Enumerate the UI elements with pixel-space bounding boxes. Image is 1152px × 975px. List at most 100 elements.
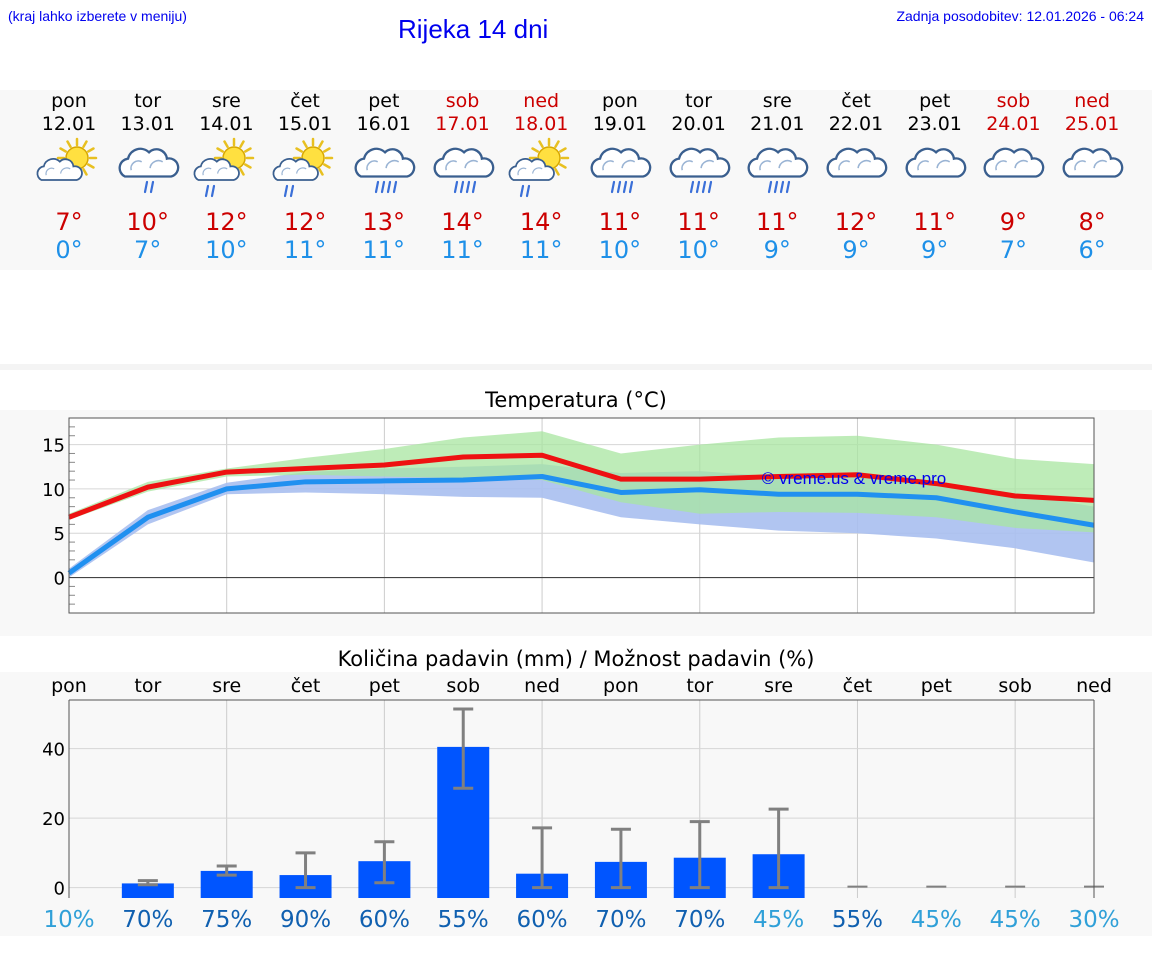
temperature-chart: 0 5 10 15 © vreme.us & vreme.pro xyxy=(0,410,1152,636)
day-date: 24.01 xyxy=(986,113,1041,135)
day-date: 22.01 xyxy=(828,113,884,135)
day-name: sob xyxy=(445,90,480,112)
x-tick-label: sob xyxy=(446,675,480,697)
x-tick-label: sob xyxy=(998,675,1032,697)
temp-min: 9° xyxy=(842,236,870,264)
x-tick-label: sre xyxy=(764,675,793,697)
day-column: pet 23.01 11° 9° xyxy=(895,90,975,264)
day-name: sre xyxy=(762,90,792,112)
day-column: sob 17.01 14° 11° xyxy=(423,90,503,264)
day-date: 16.01 xyxy=(356,113,411,135)
temp-min: 10° xyxy=(677,236,720,264)
cloud-rain-icon xyxy=(659,136,739,208)
day-name: ned xyxy=(523,90,560,112)
temp-min: 6° xyxy=(1078,236,1106,264)
day-date: 15.01 xyxy=(277,113,333,135)
temp-max: 14° xyxy=(441,208,484,236)
day-column: pon 19.01 11° 10° xyxy=(580,90,660,264)
temp-min: 11° xyxy=(441,236,484,264)
day-column: ned 25.01 8° 6° xyxy=(1052,90,1132,264)
max-temperature-line xyxy=(68,452,1095,520)
min-temperature-line xyxy=(67,474,1095,576)
day-column: ned 18.01 14° 11° xyxy=(501,90,581,264)
location-hint: (kraj lahko izberete v meniju) xyxy=(8,8,187,24)
temp-min: 9° xyxy=(921,236,949,264)
precipitation-probability: 55% xyxy=(438,907,489,933)
cloud-rain-icon xyxy=(580,136,660,208)
precipitation-probability: 90% xyxy=(280,907,331,933)
page-title: Rijeka 14 dni xyxy=(398,14,549,44)
precipitation-probability: 45% xyxy=(911,907,962,933)
watermark: © vreme.us & vreme.pro xyxy=(762,469,946,488)
day-name: tor xyxy=(134,90,162,112)
x-tick-label: čet xyxy=(843,675,873,697)
cloud-rain-icon xyxy=(737,136,817,208)
precipitation-plot-area xyxy=(69,700,1094,898)
day-column: sre 21.01 11° 9° xyxy=(737,90,817,264)
temp-max: 8° xyxy=(1078,208,1106,236)
temp-max: 13° xyxy=(362,208,406,236)
temp-min: 10° xyxy=(598,236,642,264)
day-column: čet 22.01 12° 9° xyxy=(816,90,896,264)
temp-min: 9° xyxy=(763,236,791,264)
temp-max: 12° xyxy=(283,208,327,236)
day-column: sob 24.01 9° 7° xyxy=(973,90,1053,264)
temp-max: 10° xyxy=(126,208,169,236)
max-range-band xyxy=(69,431,1094,533)
precipitation-chart: pon tor sre čet pet sob ned pon tor sre čet pet sob n… xyxy=(0,672,1152,936)
cloud-icon xyxy=(973,136,1053,208)
y-tick-label: 0 xyxy=(54,569,65,590)
day-date: 19.01 xyxy=(592,113,648,135)
temp-max: 7° xyxy=(55,208,83,236)
x-tick-label: pon xyxy=(603,675,639,697)
day-column: tor 13.01 10° 7° xyxy=(108,90,188,264)
day-name: pon xyxy=(51,90,87,112)
temp-min: 0° xyxy=(55,236,83,264)
temp-max: 11° xyxy=(756,208,799,236)
temp-min: 7° xyxy=(999,236,1028,264)
temp-max: 14° xyxy=(519,208,563,236)
precipitation-probability: 45% xyxy=(990,907,1041,933)
x-tick-label: pet xyxy=(369,675,400,697)
day-date: 18.01 xyxy=(513,113,569,135)
day-name: tor xyxy=(685,90,713,112)
day-name: pon xyxy=(602,90,638,112)
temperature-plot-frame xyxy=(68,417,1095,614)
temp-max: 9° xyxy=(999,208,1028,236)
cloud-icon xyxy=(816,136,896,208)
x-tick-label: ned xyxy=(524,675,560,697)
last-updated: Zadnja posodobitev: 12.01.2026 - 06:24 xyxy=(896,8,1144,24)
x-tick-label: pet xyxy=(921,675,952,697)
daily-forecast-panel xyxy=(0,90,1152,270)
temp-min: 11° xyxy=(519,236,563,264)
precipitation-bar xyxy=(121,883,174,898)
sun-cloud-rain-icon xyxy=(501,136,581,208)
x-tick-label: tor xyxy=(134,675,161,697)
precipitation-probability: 70% xyxy=(595,907,646,933)
day-date: 12.01 xyxy=(41,113,97,135)
x-tick-label: sre xyxy=(212,675,241,697)
day-name: ned xyxy=(1074,90,1110,112)
y-tick-label: 10 xyxy=(42,480,65,501)
cloud-icon xyxy=(1052,136,1132,208)
day-date: 23.01 xyxy=(907,113,962,135)
precipitation-probability: 30% xyxy=(1068,907,1119,933)
cloud-light-rain-icon xyxy=(108,136,188,208)
precipitation-probability: 55% xyxy=(832,907,883,933)
day-date: 21.01 xyxy=(750,113,805,135)
day-name: sob xyxy=(996,90,1031,112)
temp-max: 11° xyxy=(677,208,720,236)
x-tick-label: čet xyxy=(291,675,321,697)
day-date: 13.01 xyxy=(120,113,175,135)
temp-max: 12° xyxy=(834,208,878,236)
temp-max: 11° xyxy=(913,208,956,236)
x-tick-label: pon xyxy=(51,675,87,697)
temperature-chart-title: Temperatura (°C) xyxy=(485,388,667,412)
day-column: pon 12.01 7° 0° xyxy=(29,90,109,264)
sun-cloud-icon xyxy=(29,136,109,208)
day-column: čet 15.01 12° 11° xyxy=(265,90,345,264)
temp-min: 7° xyxy=(134,236,162,264)
precipitation-probability: 70% xyxy=(122,907,173,933)
day-column: tor 20.01 11° 10° xyxy=(659,90,739,264)
day-column: pet 16.01 13° 11° xyxy=(344,90,424,264)
